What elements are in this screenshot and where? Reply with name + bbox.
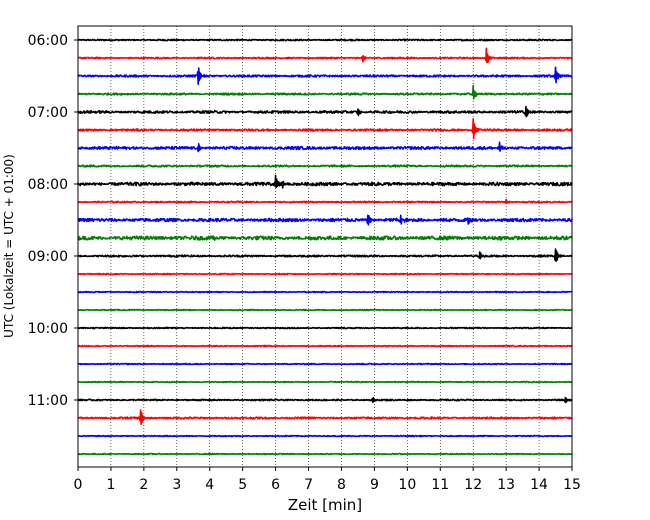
x-tick-label: 15 bbox=[563, 477, 581, 493]
trace-0800 bbox=[77, 174, 573, 189]
trace-0600 bbox=[77, 38, 573, 42]
x-tick-label: 3 bbox=[172, 477, 181, 493]
trace-0630 bbox=[77, 66, 573, 86]
trace-0730 bbox=[77, 141, 573, 153]
trace-0830 bbox=[77, 214, 573, 226]
trace-0915 bbox=[77, 272, 573, 276]
x-tick-label: 7 bbox=[304, 477, 313, 493]
trace-0900 bbox=[77, 248, 573, 262]
trace-0615 bbox=[77, 47, 573, 64]
trace-0945 bbox=[77, 308, 573, 312]
x-tick-label: 2 bbox=[139, 477, 148, 493]
x-tick-label: 14 bbox=[530, 477, 548, 493]
plot-frame bbox=[77, 25, 573, 468]
x-axis-ticks: 0 1 2 3 4 5 6 7 8 9 10 11 12 13 14 15 bbox=[74, 467, 581, 493]
trace-0645 bbox=[77, 84, 573, 100]
trace-0715 bbox=[77, 118, 573, 140]
trace-0845 bbox=[77, 235, 573, 242]
x-tick-label: 12 bbox=[464, 477, 482, 493]
y-tick-label: 06:00 bbox=[28, 33, 68, 49]
trace-1045 bbox=[77, 380, 573, 384]
x-tick-label: 6 bbox=[271, 477, 280, 493]
trace-0700 bbox=[77, 105, 573, 118]
y-tick-label: 10:00 bbox=[28, 321, 68, 337]
y-tick-label: 08:00 bbox=[28, 177, 68, 193]
trace-0745 bbox=[77, 164, 573, 168]
y-axis-ticks: 06:00 07:00 08:00 09:00 10:00 11:00 bbox=[28, 33, 78, 409]
x-tick-label: 9 bbox=[370, 477, 379, 493]
x-tick-label: 10 bbox=[398, 477, 416, 493]
x-tick-label: 4 bbox=[205, 477, 214, 493]
y-tick-label: 09:00 bbox=[28, 249, 68, 265]
trace-1030 bbox=[77, 362, 573, 366]
x-tick-label: 0 bbox=[74, 477, 83, 493]
trace-1015 bbox=[77, 344, 573, 348]
x-tick-label: 1 bbox=[106, 477, 115, 493]
x-tick-label: 11 bbox=[431, 477, 449, 493]
trace-1130 bbox=[77, 434, 573, 438]
x-tick-label: 5 bbox=[238, 477, 247, 493]
x-tick-label: 13 bbox=[497, 477, 515, 493]
trace-0930 bbox=[77, 290, 573, 294]
seismogram-traces bbox=[77, 38, 573, 456]
y-tick-label: 11:00 bbox=[28, 393, 68, 409]
trace-1000 bbox=[77, 326, 573, 330]
x-tick-label: 8 bbox=[337, 477, 346, 493]
trace-1115 bbox=[77, 409, 573, 426]
trace-1100 bbox=[77, 396, 573, 404]
y-tick-label: 07:00 bbox=[28, 105, 68, 121]
y-axis-label: UTC (Lokalzeit = UTC + 01:00) bbox=[2, 154, 16, 338]
trace-0815 bbox=[77, 198, 573, 204]
trace-1145 bbox=[77, 452, 573, 456]
x-axis-label: Zeit [min] bbox=[288, 496, 362, 514]
